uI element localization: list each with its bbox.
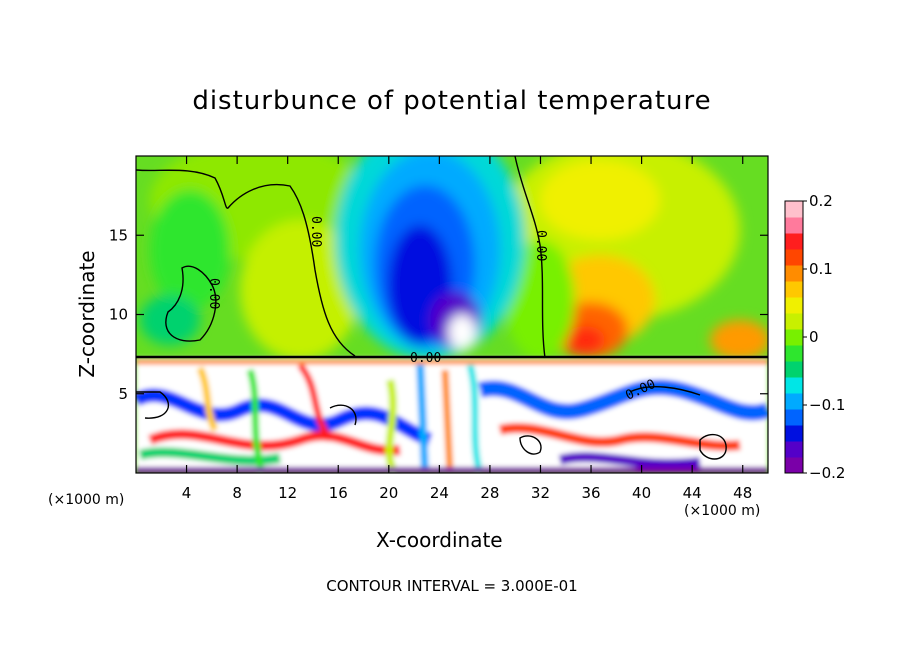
x-tick-label: 12 (278, 484, 297, 502)
x-tick-label: 44 (683, 484, 702, 502)
x-tick-label: 16 (329, 484, 348, 502)
contour-interval: CONTOUR INTERVAL = 3.000E-01 (326, 577, 578, 595)
contour-label: 0.00 (308, 216, 323, 247)
x-unit-right: (×1000 m) (684, 503, 761, 519)
colorbar-swatch (785, 393, 803, 410)
y-axis-label: Z-coordinate (75, 250, 99, 378)
y-tick-label: 10 (109, 306, 128, 324)
colorbar-swatch (785, 345, 803, 362)
y-axis-ticks: 5 10 15 (109, 226, 768, 403)
colorbar-swatch (785, 201, 803, 218)
colorbar-tick-label: 0.2 (809, 192, 833, 210)
colorbar-swatch (785, 217, 803, 234)
contour-label: 0.00 (533, 230, 548, 261)
x-axis-label: X-coordinate (376, 528, 503, 552)
x-axis-ticks: 4 8 12 16 20 24 28 32 36 40 44 48 (182, 156, 752, 502)
colorbar-swatch (785, 425, 803, 442)
x-tick-label: 4 (182, 484, 192, 502)
x-tick-label: 48 (733, 484, 752, 502)
x-tick-label: 32 (531, 484, 550, 502)
colorbar-swatch (785, 249, 803, 266)
colorbar-swatch (785, 233, 803, 250)
y-tick-label: 5 (118, 385, 128, 403)
colorbar: 0.2 0.1 0 −0.1 −0.2 (784, 192, 845, 482)
contour-lines (136, 156, 727, 460)
lower-turbulent-layer (136, 358, 768, 473)
colorbar-swatch (785, 361, 803, 378)
colorbar-swatch (785, 409, 803, 426)
colorbar-swatch (785, 441, 803, 458)
colorbar-swatch (785, 281, 803, 298)
contour-label: 0.00 (206, 278, 221, 309)
colorbar-swatch (785, 377, 803, 394)
colorbar-tick-label: −0.1 (809, 396, 845, 414)
colorbar-tick-label: 0.1 (809, 260, 833, 278)
colorbar-swatch (785, 313, 803, 330)
contour-label: 0.00 (410, 351, 441, 366)
x-tick-label: 28 (480, 484, 499, 502)
colorbar-tick-label: −0.2 (809, 464, 845, 482)
y-tick-label: 15 (109, 226, 128, 244)
x-tick-label: 8 (232, 484, 242, 502)
colorbar-swatch (785, 297, 803, 314)
x-tick-label: 20 (379, 484, 398, 502)
x-tick-label: 24 (430, 484, 449, 502)
x-unit-left: (×1000 m) (48, 492, 125, 508)
x-tick-label: 36 (581, 484, 600, 502)
colorbar-swatch (785, 329, 803, 346)
colorbar-swatch (785, 265, 803, 282)
colorbar-swatch (785, 457, 803, 474)
x-tick-label: 40 (632, 484, 651, 502)
colorbar-tick-label: 0 (809, 328, 819, 346)
heatmap-field (136, 156, 768, 473)
chart-title: disturbunce of potential temperature (192, 86, 712, 116)
upper-field (140, 156, 768, 360)
